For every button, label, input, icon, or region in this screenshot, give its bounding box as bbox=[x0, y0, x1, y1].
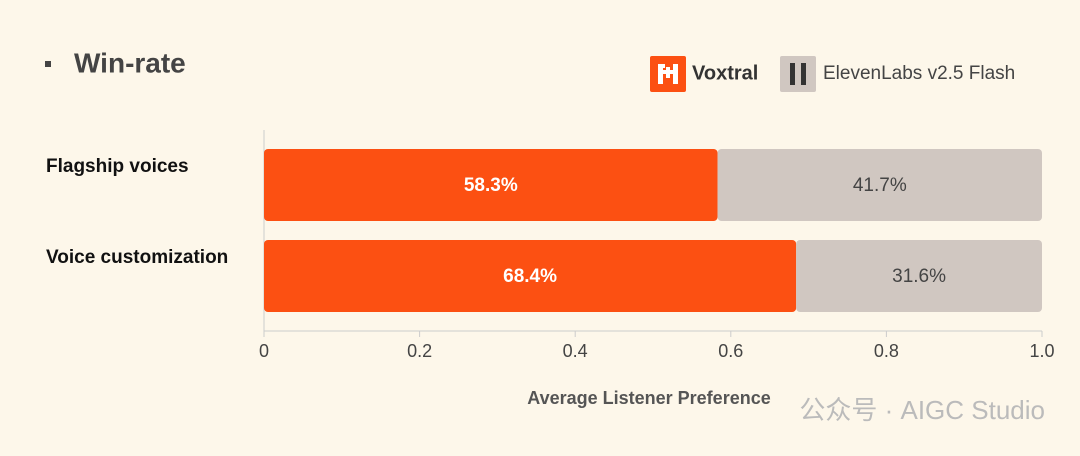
legend-label: Voxtral bbox=[692, 62, 758, 84]
legend-label: ElevenLabs v2.5 Flash bbox=[823, 63, 1015, 84]
value-label: 31.6% bbox=[892, 266, 946, 287]
x-tick-label: 1.0 bbox=[1029, 341, 1054, 361]
value-label: 58.3% bbox=[464, 175, 518, 196]
bar-segment bbox=[264, 149, 718, 221]
bar-segment bbox=[264, 240, 797, 312]
legend-icon bbox=[790, 63, 795, 85]
value-label: 41.7% bbox=[853, 175, 907, 196]
legend-icon bbox=[801, 63, 806, 85]
legend: Voxtral ElevenLabs v2.5 Flash bbox=[650, 56, 1015, 92]
bar-segment bbox=[796, 240, 1042, 312]
legend-swatch bbox=[780, 56, 816, 92]
category-label: Flagship voices bbox=[46, 156, 189, 177]
x-tick-label: 0.4 bbox=[563, 341, 588, 361]
category-label: Voice customization bbox=[46, 247, 228, 268]
x-tick-label: 0.2 bbox=[407, 341, 432, 361]
bar-segment bbox=[717, 149, 1042, 221]
watermark: 公众号 · AIGC Studio bbox=[799, 395, 1045, 425]
chart-title: Win-rate bbox=[74, 47, 186, 78]
value-label: 68.4% bbox=[503, 266, 557, 287]
legend-icon bbox=[658, 64, 678, 84]
x-tick-label: 0 bbox=[259, 341, 269, 361]
title-bullet bbox=[45, 61, 51, 67]
x-axis-label: Average Listener Preference bbox=[527, 388, 770, 408]
x-tick-label: 0.8 bbox=[874, 341, 899, 361]
x-tick-label: 0.6 bbox=[718, 341, 743, 361]
